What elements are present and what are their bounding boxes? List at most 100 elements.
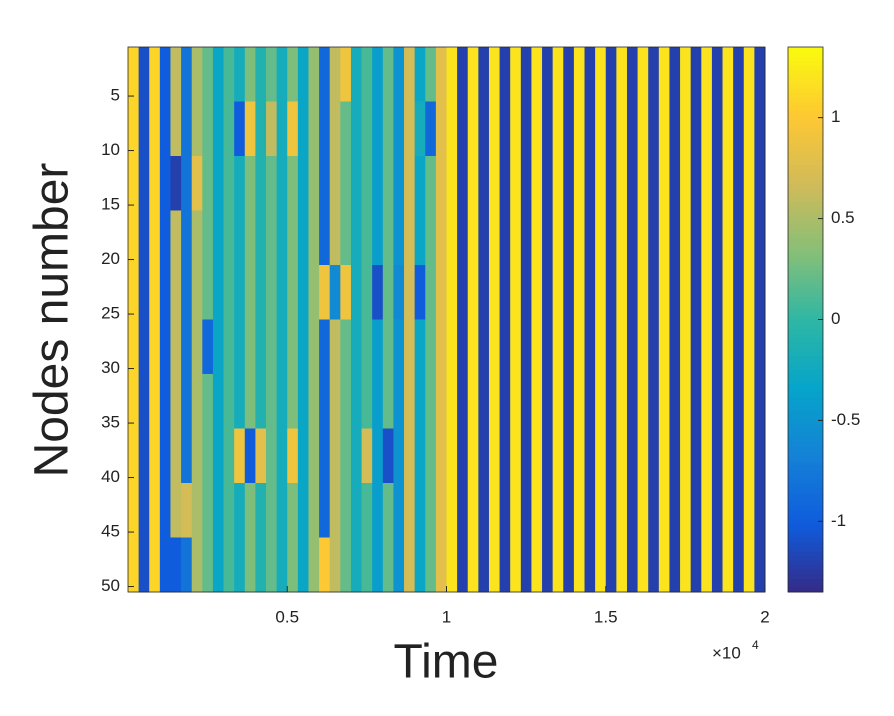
heatmap-cell [382,156,394,211]
heatmap-cell [382,483,394,538]
heatmap-cell [754,537,766,593]
heatmap-cell [372,101,384,157]
heatmap-cell [563,47,575,102]
heatmap-cell [361,47,373,102]
heatmap-cell [372,537,384,593]
heatmap-cell [276,210,288,266]
heatmap-cell [446,428,458,484]
heatmap-cell [308,210,320,266]
heatmap-cell [361,374,373,429]
colorbar-band [788,133,823,139]
heatmap-cell [212,101,225,157]
heatmap-cell [435,265,447,320]
heatmap-cell [584,101,596,157]
heatmap-cell [733,265,745,320]
colorbar-band [788,283,823,289]
colorbar-band [788,146,823,152]
colorbar-band [788,119,823,125]
heatmap-cell [297,156,309,211]
heatmap-cell [542,319,554,375]
heatmap-cell [669,483,681,538]
heatmap-cell [478,319,490,375]
heatmap-cell [499,265,511,320]
heatmap-cell [149,374,161,429]
heatmap-cell [266,47,278,102]
heatmap-cell [616,483,628,538]
heatmap-cell [467,319,479,375]
heatmap-cell [202,483,214,538]
colorbar-band [788,428,823,434]
colorbar-band [788,69,823,75]
heatmap-cell [563,319,575,375]
heatmap-cell [287,428,299,484]
heatmap-cell [234,428,246,484]
heatmap-cell [722,156,734,211]
heatmap-cell [467,265,479,320]
heatmap-cell [287,156,299,211]
colorbar-band [788,483,823,489]
colorbar-band [788,128,823,134]
heatmap-cell [340,374,352,429]
colorbar-band [788,573,823,579]
heatmap-cell [457,47,469,102]
heatmap-cell [467,156,479,211]
heatmap-cell [297,265,309,320]
heatmap-cell [340,319,352,375]
heatmap-cell [488,374,501,429]
heatmap-cell [329,210,341,266]
colorbar-band [788,137,823,143]
heatmap-cell [276,483,288,538]
heatmap-cell [733,47,745,102]
heatmap-cell [605,428,617,484]
heatmap-cell [552,47,564,102]
heatmap-cell [637,319,649,375]
heatmap-cell [510,483,522,538]
heatmap-cell [149,265,161,320]
heatmap-cell [584,210,596,266]
heatmap-cell [711,483,724,538]
heatmap-cell [340,101,352,157]
heatmap-cell [457,210,469,266]
heatmap-cell [573,537,586,593]
heatmap-cell [531,537,543,593]
heatmap-cell [435,156,447,211]
heatmap-cell [542,156,554,211]
heatmap-cell [542,374,554,429]
colorbar-band [788,560,823,566]
heatmap-cell [393,374,405,429]
heatmap-cell [297,319,309,375]
heatmap-cell [669,156,681,211]
colorbar-band [788,269,823,275]
heatmap-cell [542,428,554,484]
heatmap-cell [414,265,426,320]
heatmap-cell [255,265,267,320]
heatmap-cell [266,483,278,538]
colorbar-band [788,528,823,534]
heatmap-cell [191,483,203,538]
heatmap-cell [202,210,214,266]
heatmap-cell [223,428,235,484]
heatmap-cell [457,374,469,429]
heatmap-cell [266,265,278,320]
heatmap-cell [733,374,745,429]
heatmap-cell [425,428,437,484]
colorbar-band [788,374,823,380]
heatmap-cell [669,101,681,157]
heatmap-cell [404,319,416,375]
heatmap-cell [244,101,256,157]
heatmap-cell [457,319,469,375]
colorbar-band [788,383,823,389]
heatmap-cell [616,265,628,320]
heatmap-cell [743,210,755,266]
heatmap-cell [499,428,511,484]
colorbar-tick-label: 0 [831,309,840,328]
heatmap-cell [605,537,617,593]
heatmap-cell [733,428,745,484]
heatmap-cell [234,319,246,375]
heatmap-cell [212,483,225,538]
colorbar-band [788,464,823,470]
heatmap-cell [266,156,278,211]
heatmap-cell [350,537,363,593]
heatmap-cell [212,428,225,484]
heatmap-cell [658,537,670,593]
